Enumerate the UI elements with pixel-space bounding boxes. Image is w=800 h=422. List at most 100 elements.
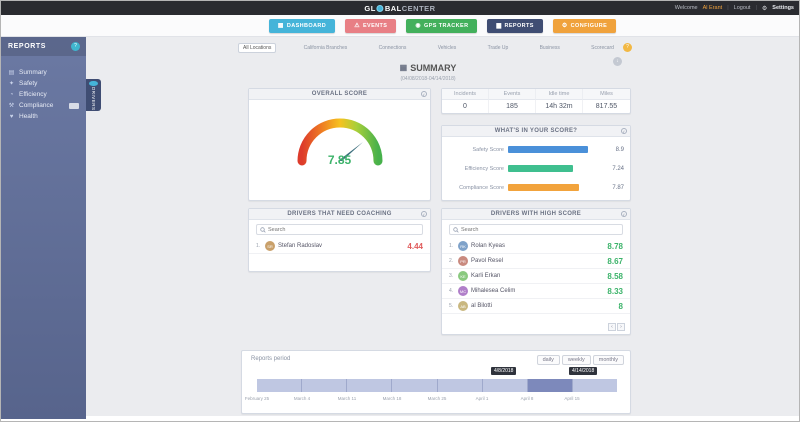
avatar: KE bbox=[458, 271, 468, 281]
high-score-driver-row[interactable]: 4. MC Mihalesea Celim 8.33 bbox=[442, 284, 630, 299]
coaching-search-input[interactable] bbox=[268, 226, 419, 233]
high-score-search-box bbox=[449, 224, 623, 235]
date-range: (04/08/2018-04/14/2018) bbox=[400, 76, 456, 82]
separator: | bbox=[755, 5, 757, 11]
help-icon[interactable]: ? bbox=[71, 42, 80, 51]
stat-label-idle-time: Idle time bbox=[536, 89, 583, 100]
monthly-button[interactable]: monthly bbox=[592, 355, 624, 365]
nav-label: REPORTS bbox=[504, 22, 534, 29]
compliance-badge bbox=[69, 102, 79, 109]
sidebar-item-health[interactable]: ♥ Health bbox=[1, 111, 86, 122]
weekly-button[interactable]: weekly bbox=[561, 355, 591, 365]
driver-name: al Bilotti bbox=[471, 303, 493, 309]
pagination: ‹ › bbox=[608, 323, 625, 331]
high-score-driver-row[interactable]: 5. AB al Bilotti 8 bbox=[442, 299, 630, 314]
timeline-segment[interactable] bbox=[347, 379, 393, 392]
stats-card: Incidents Events Idle time Miles 0 185 1… bbox=[441, 88, 631, 114]
stats-header-row: Incidents Events Idle time Miles bbox=[442, 89, 630, 100]
nav-configure-button[interactable]: ⚙ CONFIGURE bbox=[552, 18, 617, 33]
timeline-segment[interactable] bbox=[572, 379, 617, 392]
sidebar-item-label: Health bbox=[19, 113, 38, 120]
tab-all-locations[interactable]: All Locations bbox=[238, 43, 277, 53]
gauge-needle bbox=[337, 142, 363, 161]
info-icon[interactable]: i bbox=[421, 91, 427, 97]
prev-page-button[interactable]: ‹ bbox=[608, 323, 616, 331]
username: Al Erant bbox=[702, 5, 723, 11]
driver-score: 4.44 bbox=[407, 241, 423, 251]
driver-score: 8 bbox=[618, 301, 623, 311]
info-icon[interactable]: i bbox=[421, 211, 427, 217]
drivers-flyout-tab[interactable]: DRIVERS bbox=[86, 79, 101, 111]
tab-vehicles[interactable]: Vehicles bbox=[437, 45, 457, 51]
driver-icon bbox=[89, 81, 98, 87]
timeline-segment[interactable] bbox=[392, 379, 438, 392]
stat-label-miles: Miles bbox=[583, 89, 630, 100]
dashboard-icon: ▦ bbox=[277, 22, 284, 29]
driver-score: 8.58 bbox=[607, 271, 623, 281]
nav-reports-button[interactable]: ▆ REPORTS bbox=[487, 18, 543, 33]
stat-value-idle-time: 14h 32m bbox=[536, 100, 583, 113]
nav-dashboard-button[interactable]: ▦ DASHBOARD bbox=[268, 18, 336, 33]
driver-name: Karli Erkan bbox=[471, 273, 501, 279]
sidebar-item-safety[interactable]: ✦ Safety bbox=[1, 78, 86, 89]
high-score-search-input[interactable] bbox=[461, 226, 619, 233]
tab-connections[interactable]: Connections bbox=[378, 45, 407, 51]
tab-california-branches[interactable]: California Branches bbox=[303, 45, 348, 51]
high-score-driver-row[interactable]: 3. KE Karli Erkan 8.58 bbox=[442, 269, 630, 284]
card-title: OVERALL SCORE bbox=[311, 91, 368, 97]
drivers-tab-label: DRIVERS bbox=[91, 87, 96, 111]
timeline-segment[interactable] bbox=[482, 379, 528, 392]
coaching-drivers-card: DRIVERS THAT NEED COACHING i 1. SR Stefa… bbox=[248, 208, 431, 272]
efficiency-score-label: Efficiency Score bbox=[464, 165, 504, 172]
axis-label: April 1 bbox=[475, 396, 489, 401]
timeline: 4/8/2018 4/14/2018 February 25 March 4 M… bbox=[245, 366, 617, 412]
pin-icon: ◉ bbox=[415, 22, 422, 29]
next-page-button[interactable]: › bbox=[617, 323, 625, 331]
timeline-segment[interactable] bbox=[257, 379, 303, 392]
reports-sidebar: REPORTS ? ▤ Summary ✦ Safety ◔ Efficienc… bbox=[1, 37, 86, 419]
logout-link[interactable]: Logout bbox=[733, 5, 751, 11]
tab-business[interactable]: Business bbox=[539, 45, 560, 51]
timeline-segment[interactable] bbox=[302, 379, 348, 392]
efficiency-score-row: Efficiency Score 7.24 bbox=[442, 159, 630, 178]
heart-icon: ♥ bbox=[9, 113, 14, 120]
high-score-driver-row[interactable]: 2. PR Pavol Resel 8.67 bbox=[442, 254, 630, 269]
export-icon[interactable]: ↓ bbox=[613, 57, 622, 66]
sidebar-item-efficiency[interactable]: ◔ Efficiency bbox=[1, 89, 86, 100]
timeline-segment-selected[interactable] bbox=[527, 379, 573, 392]
info-icon[interactable]: i bbox=[621, 128, 627, 134]
sidebar-item-label: Compliance bbox=[19, 102, 54, 109]
nav-events-button[interactable]: ⚠ EVENTS bbox=[345, 18, 397, 33]
sidebar-item-summary[interactable]: ▤ Summary bbox=[1, 67, 86, 78]
avatar: RK bbox=[458, 241, 468, 251]
page-title-block: ▦ SUMMARY (04/08/2018-04/14/2018) bbox=[238, 57, 618, 83]
coaching-driver-row[interactable]: 1. SR Stefan Radoslav 4.44 bbox=[249, 239, 430, 254]
compliance-score-value: 7.87 bbox=[612, 184, 624, 191]
tab-scorecard[interactable]: Scorecard bbox=[591, 45, 614, 51]
nav-gps-tracker-button[interactable]: ◉ GPS TRACKER bbox=[406, 18, 478, 33]
sidebar-item-compliance[interactable]: ⚒ Compliance bbox=[1, 100, 86, 111]
axis-label: April 8 bbox=[520, 396, 534, 401]
gauge-icon: ◔ bbox=[9, 91, 14, 98]
axis-label: March 11 bbox=[337, 396, 357, 401]
tab-trade-up[interactable]: Trade Up bbox=[487, 45, 509, 51]
axis-label: March 4 bbox=[293, 396, 311, 401]
gauge-arc bbox=[297, 118, 382, 166]
settings-link[interactable]: Settings bbox=[772, 5, 794, 11]
bar-track bbox=[508, 146, 598, 153]
timeline-segment[interactable] bbox=[437, 379, 483, 392]
timeline-bar[interactable] bbox=[257, 379, 617, 392]
stats-value-row: 0 185 14h 32m 817.55 bbox=[442, 100, 630, 113]
globe-icon bbox=[376, 4, 384, 12]
driver-name: Pavol Resel bbox=[471, 258, 504, 264]
bar-track bbox=[508, 165, 598, 172]
daily-button[interactable]: daily bbox=[536, 355, 560, 365]
info-icon[interactable]: i bbox=[621, 211, 627, 217]
rank-label: 3. bbox=[449, 273, 454, 279]
reports-period-card: Reports period daily weekly monthly 4/8/… bbox=[241, 350, 631, 414]
tabstrip-help-icon[interactable]: ? bbox=[623, 43, 632, 52]
card-title: DRIVERS WITH HIGH SCORE bbox=[490, 211, 582, 217]
avatar: PR bbox=[458, 256, 468, 266]
high-score-driver-row[interactable]: 1. RK Rolan Kyeas 8.78 bbox=[442, 239, 630, 254]
bar-track bbox=[508, 184, 598, 191]
